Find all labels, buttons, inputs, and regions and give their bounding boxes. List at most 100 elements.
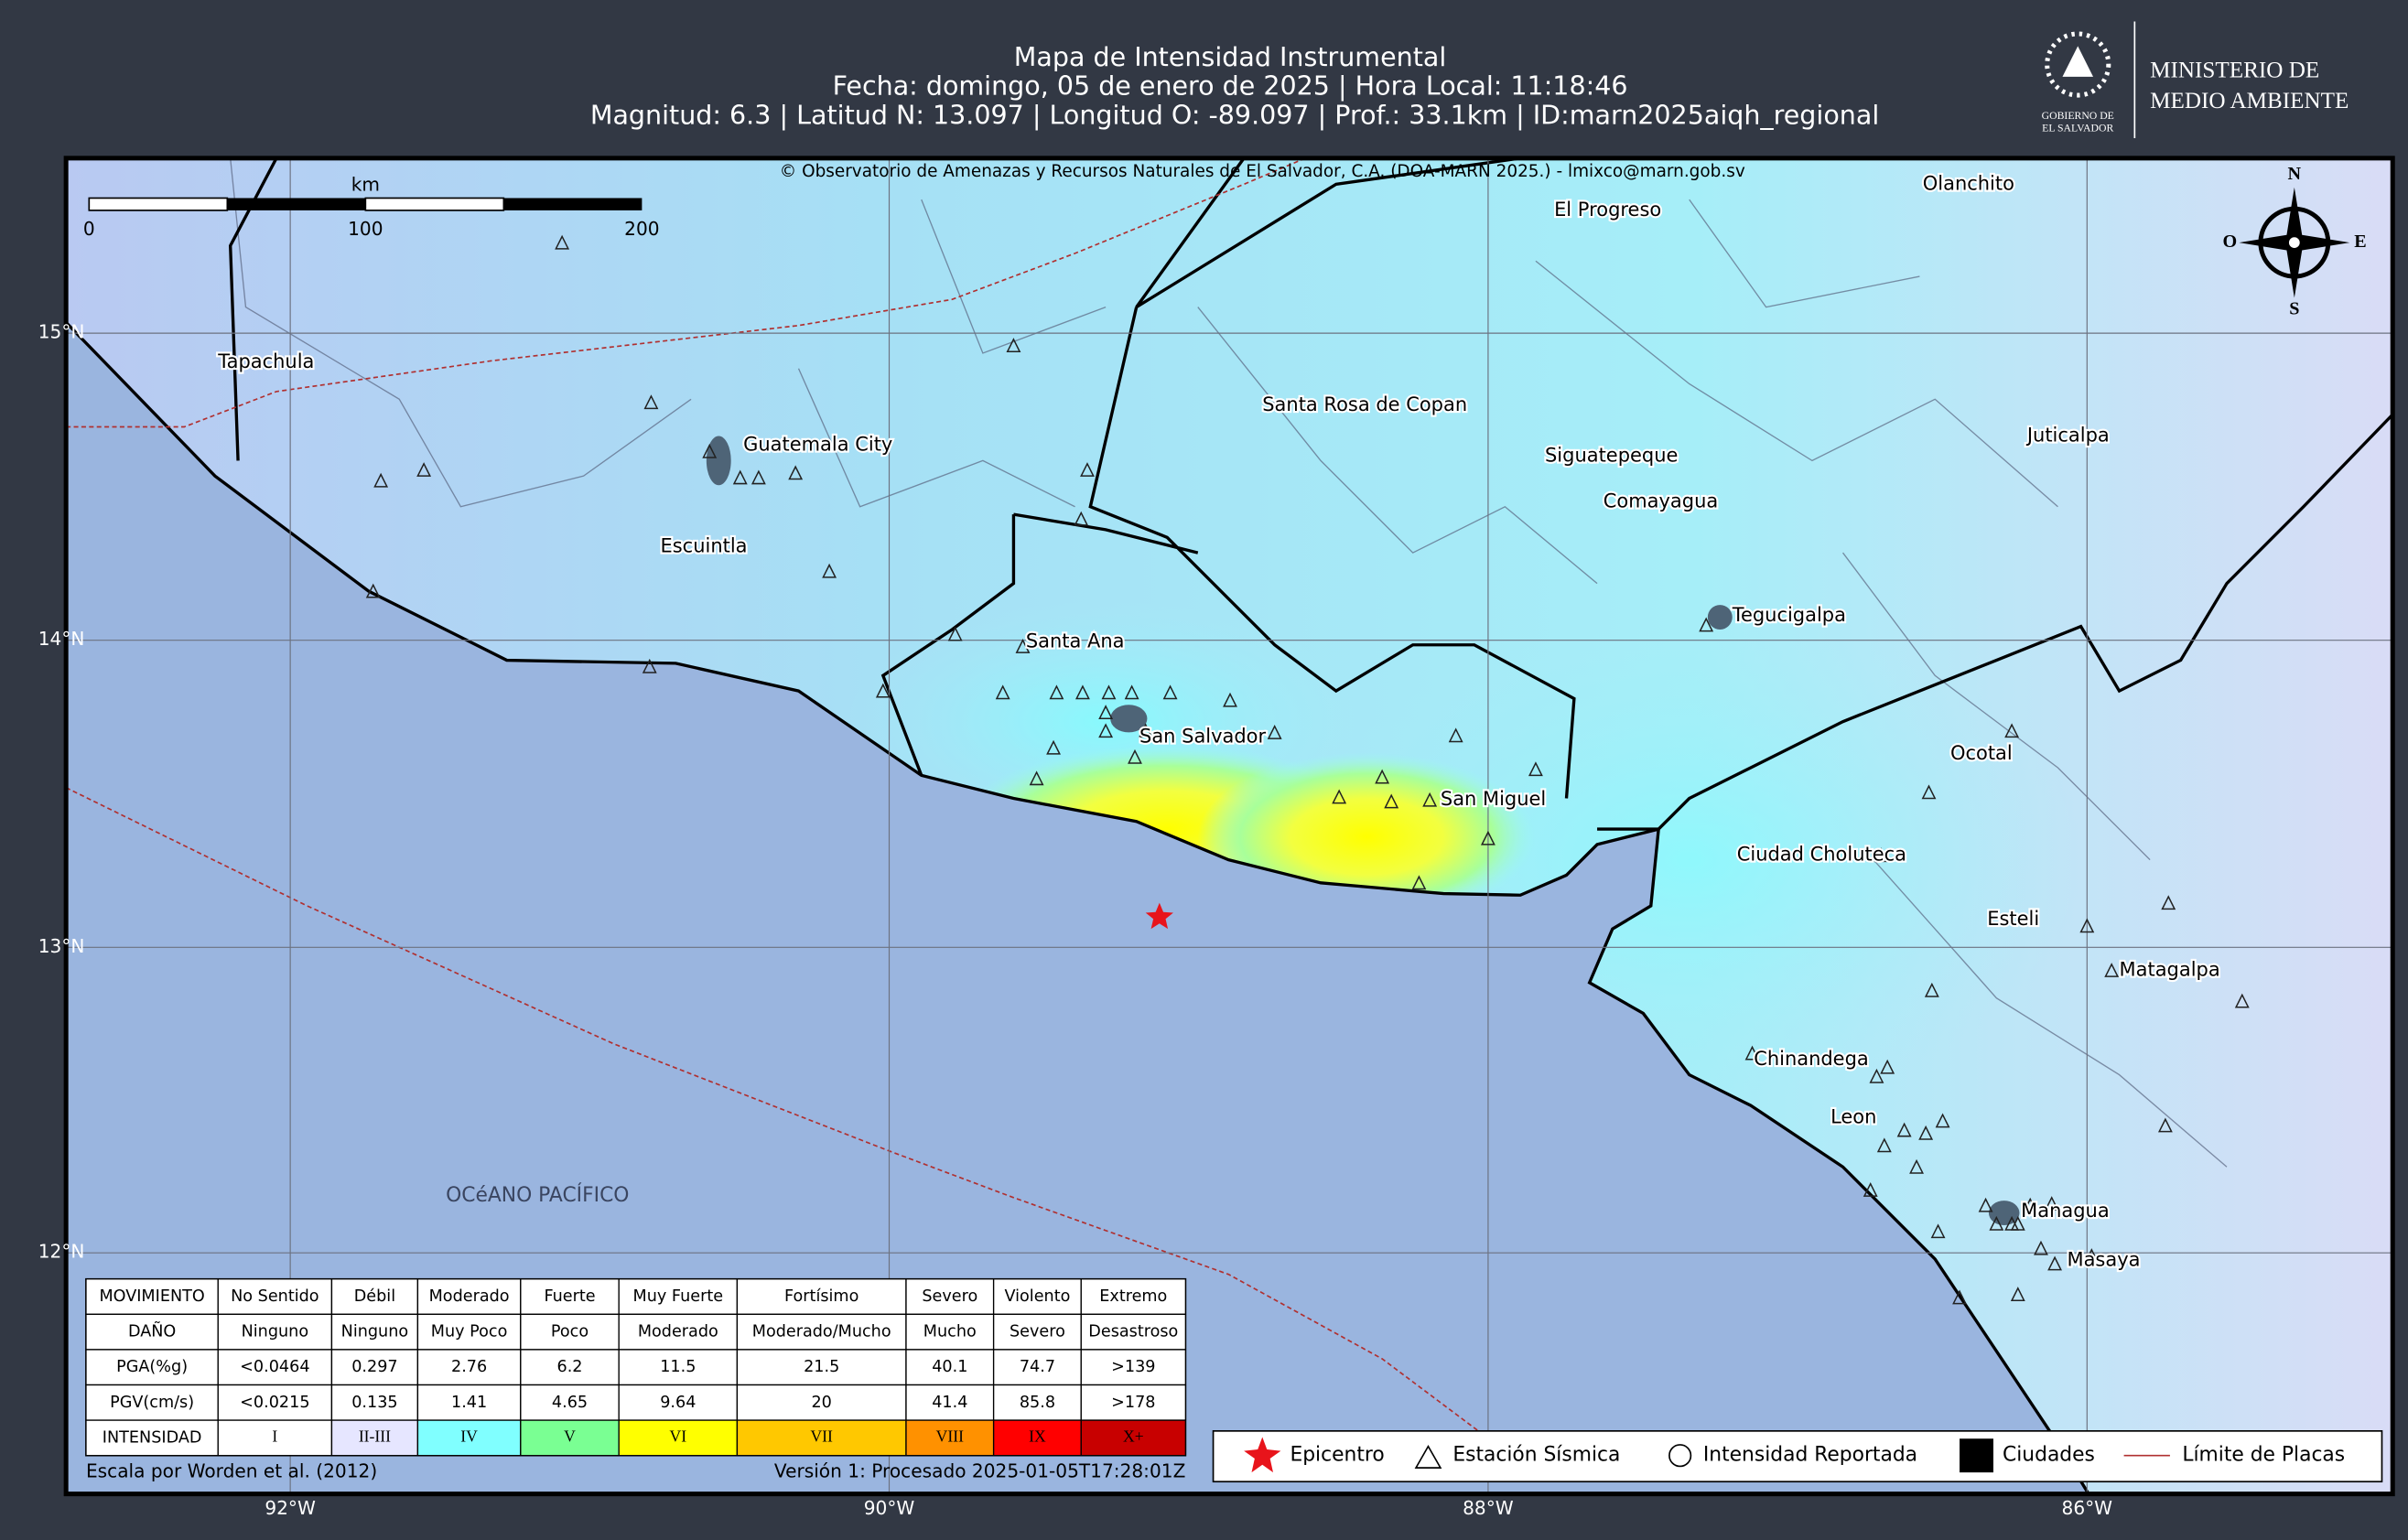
table-text: 21.5 xyxy=(804,1358,839,1376)
station xyxy=(1918,1125,1934,1140)
city-label: Guatemala City xyxy=(743,434,892,456)
station xyxy=(1124,684,1139,700)
table-text: 40.1 xyxy=(932,1358,967,1376)
station xyxy=(416,462,432,477)
station xyxy=(788,465,804,480)
city-label: Juticalpa xyxy=(2025,425,2110,447)
plate-boundary xyxy=(66,157,1306,428)
table-text: Severo xyxy=(922,1287,977,1306)
city-label: Escuintla xyxy=(661,534,748,556)
station xyxy=(2079,918,2095,933)
table-cell xyxy=(85,1278,219,1315)
city-label: Matagalpa xyxy=(2120,958,2220,980)
table-cell xyxy=(330,1313,419,1351)
station xyxy=(1873,847,1889,863)
station xyxy=(1074,511,1089,526)
table-text: >139 xyxy=(1111,1358,1155,1376)
table-cell xyxy=(85,1349,219,1386)
table-cell xyxy=(416,1419,522,1457)
table-text: INTENSIDAD xyxy=(103,1428,202,1447)
station xyxy=(732,469,748,485)
station xyxy=(1480,830,1496,845)
table-cell xyxy=(992,1419,1082,1457)
station xyxy=(1989,1215,2004,1231)
legend-item: Límite de Placas xyxy=(2182,1444,2345,1467)
station xyxy=(1744,1045,1760,1061)
table-text: X+ xyxy=(1123,1427,1144,1445)
legend-item: Intensidad Reportada xyxy=(1703,1444,1917,1467)
table-text: MOVIMIENTO xyxy=(99,1287,204,1306)
table-text: IX xyxy=(1029,1427,1046,1445)
lat-label: 15°N xyxy=(38,321,85,343)
table-cell xyxy=(330,1384,419,1421)
table-text: 41.4 xyxy=(932,1394,967,1412)
plate-boundary xyxy=(66,787,1537,1475)
station xyxy=(1909,1158,1924,1174)
table-text: Moderado/Mucho xyxy=(752,1323,891,1341)
city-label: El Progreso xyxy=(1554,199,1661,221)
admin-borders xyxy=(230,157,2228,1168)
seal-text: GOBIERNO DE xyxy=(2042,110,2114,122)
city-label: Ocotal xyxy=(1950,742,2013,764)
table-cell xyxy=(1080,1384,1187,1421)
compass-o: O xyxy=(2223,232,2238,252)
station xyxy=(1422,792,1438,807)
station xyxy=(1267,724,1282,739)
table-text: 85.8 xyxy=(1020,1394,1055,1412)
table-text: 2.76 xyxy=(451,1358,487,1376)
table-text: Desastroso xyxy=(1088,1323,1178,1341)
table-text: 0.135 xyxy=(351,1394,397,1412)
table-text: Fortísimo xyxy=(784,1287,858,1306)
date-line: Fecha: domingo, 05 de enero de 2025 | Ho… xyxy=(833,71,1628,102)
scale-label: 100 xyxy=(348,218,383,240)
table-cell xyxy=(736,1349,907,1386)
table-text: I xyxy=(272,1427,277,1445)
map-frame xyxy=(63,156,2395,1497)
city-label: Siguatepeque xyxy=(1545,444,1678,466)
station xyxy=(702,443,718,458)
station xyxy=(642,658,657,673)
legend-item: Ciudades xyxy=(2003,1444,2095,1467)
cities: Tapachula Guatemala City Escuintla Santa An… xyxy=(215,170,2222,1272)
table-text: V xyxy=(564,1427,576,1445)
legend-table: MOVIMIENTO No Sentido Débil Moderado Fuerte M… xyxy=(85,1277,1187,1457)
scale-unit: km xyxy=(351,174,380,196)
station xyxy=(2234,993,2250,1008)
station xyxy=(1896,1122,1912,1137)
lat-label: 14°N xyxy=(38,628,85,650)
country-borders xyxy=(228,157,2393,831)
station xyxy=(1384,793,1399,809)
table-text: 74.7 xyxy=(1020,1358,1055,1376)
station xyxy=(1375,769,1390,784)
station xyxy=(1080,462,1095,477)
graticule xyxy=(66,157,2393,1494)
city-label: Masaya xyxy=(2067,1249,2140,1271)
station xyxy=(2157,1117,2173,1133)
station xyxy=(1448,727,1463,743)
table-text: 0.297 xyxy=(351,1358,397,1376)
station xyxy=(875,683,891,698)
table-cell xyxy=(520,1419,620,1457)
station xyxy=(1880,1059,1895,1074)
station xyxy=(1411,875,1427,890)
table-text: Mucho xyxy=(923,1323,977,1341)
table-cell xyxy=(85,1384,219,1421)
table-text: Poco xyxy=(551,1323,589,1341)
title: Mapa de Intensidad Instrumental xyxy=(1014,42,1447,72)
table-text: 9.64 xyxy=(660,1394,696,1412)
station xyxy=(1075,684,1090,700)
station xyxy=(2084,1248,2100,1264)
city-label: Tapachula xyxy=(217,350,314,372)
station xyxy=(365,583,381,598)
table-cell xyxy=(330,1278,419,1315)
table-cell xyxy=(1080,1419,1187,1457)
table-cell xyxy=(1080,1313,1187,1351)
footer-right: Versión 1: Procesado 2025-01-05T17:28:01… xyxy=(774,1460,1185,1482)
table-text: 6.2 xyxy=(557,1358,583,1376)
seal xyxy=(2045,31,2111,98)
table-text: <0.0215 xyxy=(240,1394,309,1412)
ocean-label: OCéANO PACÍFICO xyxy=(446,1183,629,1207)
lat-label: 13°N xyxy=(38,935,85,957)
